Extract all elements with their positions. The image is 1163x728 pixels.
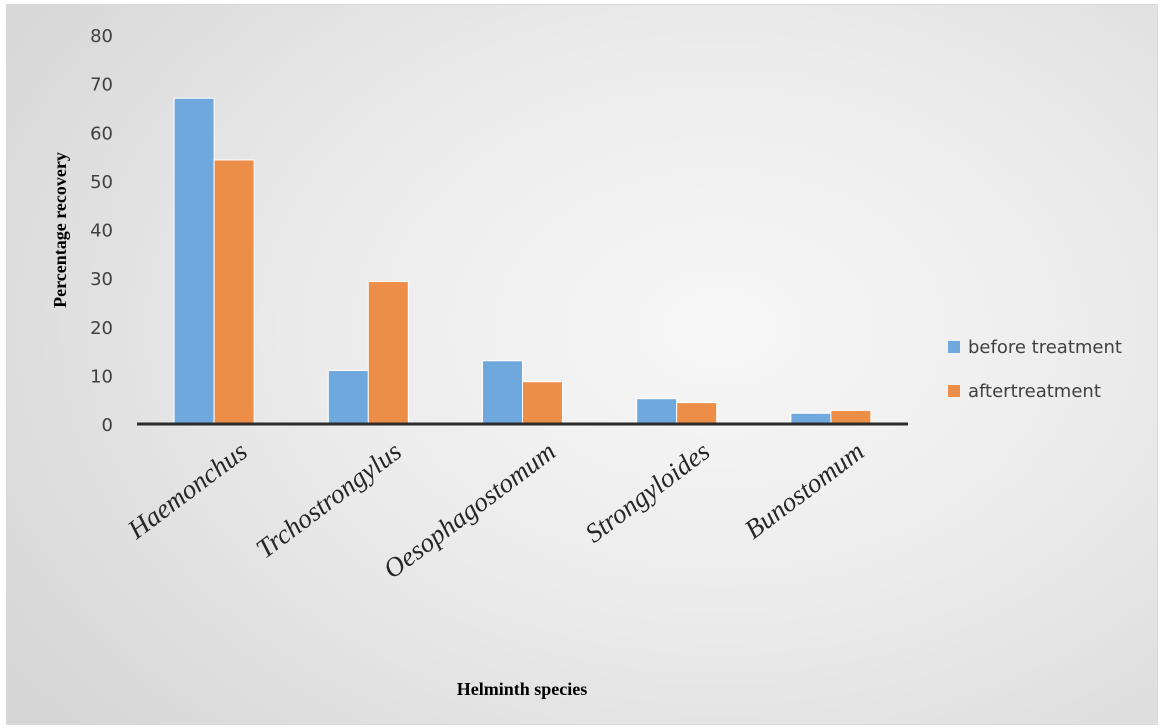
legend-label: before treatment <box>968 337 1122 358</box>
legend-swatch <box>948 341 960 353</box>
bar-aftertreatment-haemonchus <box>213 159 255 425</box>
y-tick-label: 70 <box>90 75 113 96</box>
y-tick-label: 40 <box>90 221 113 242</box>
y-tick-label: 0 <box>102 415 113 436</box>
x-tick-label: Bunostomum <box>739 436 870 545</box>
y-tick-label: 10 <box>90 366 113 387</box>
x-axis-title: Helminth species <box>457 679 588 699</box>
legend: before treatment aftertreatment <box>948 337 1122 402</box>
y-axis-ticks: 0 10 20 30 40 50 60 70 80 <box>90 26 113 436</box>
y-tick-label: 80 <box>90 26 113 47</box>
x-tick-label: Haemonchus <box>121 436 252 545</box>
y-tick-label: 20 <box>90 318 113 339</box>
x-tick-label: Trchostrongylus <box>250 436 407 564</box>
y-tick-label: 50 <box>90 172 113 193</box>
bar-before-treatment-strongyloides <box>636 398 678 425</box>
legend-label: aftertreatment <box>968 381 1101 402</box>
y-axis-title: Percentage recovery <box>50 152 70 308</box>
bar-before-treatment-trchostrongylus <box>327 370 369 425</box>
bar-aftertreatment-bunostomum <box>830 409 872 425</box>
bars-group <box>173 97 872 425</box>
bar-aftertreatment-strongyloides <box>676 402 718 425</box>
legend-swatch <box>948 385 960 397</box>
x-tick-label: Strongyloides <box>579 436 715 549</box>
bar-before-treatment-haemonchus <box>173 97 215 425</box>
bar-aftertreatment-oesophagostomum <box>522 381 563 425</box>
y-tick-label: 60 <box>90 123 113 144</box>
bar-aftertreatment-trchostrongylus <box>367 281 409 425</box>
bar-before-treatment-oesophagostomum <box>482 360 523 425</box>
x-axis-ticks: HaemonchusTrchostrongylusOesophagostomum… <box>121 436 869 585</box>
bar-before-treatment-bunostomum <box>790 412 832 425</box>
y-tick-label: 30 <box>90 269 113 290</box>
